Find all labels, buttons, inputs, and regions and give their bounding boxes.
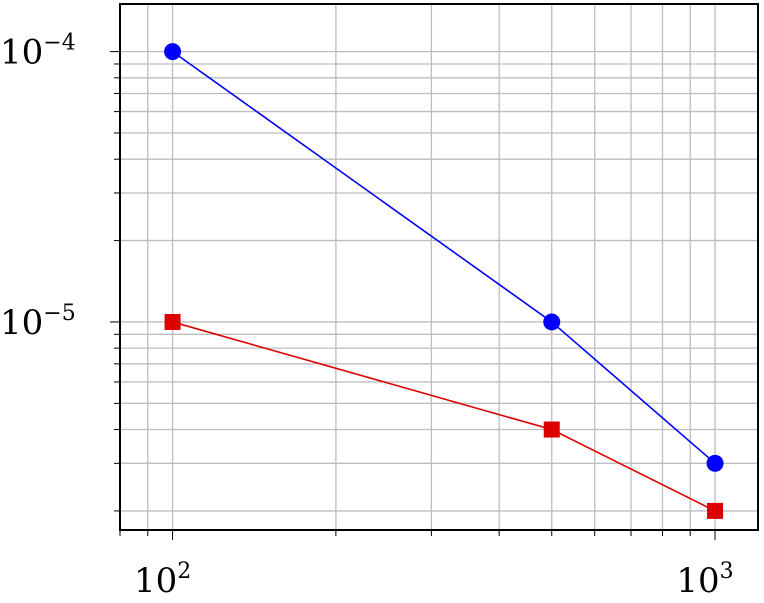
series-1-point [706,454,724,472]
series-2-point [707,502,724,519]
tick-marks [110,51,716,540]
series-layer [164,43,724,519]
plot-frame [119,3,759,531]
tick-labels: 102 103 10−4 10−5 [0,31,734,601]
x-tick-label: 102 [134,559,191,601]
series-2-line [172,321,716,512]
y-tick-label: 10−4 [0,31,76,73]
grid [119,4,758,530]
y-tick-label: 10−5 [0,301,76,343]
series-2-point [164,313,181,330]
series-1-point [164,43,182,61]
series-1-line [172,50,716,464]
x-tick-label: 103 [676,559,733,601]
series-2-point [543,421,560,438]
series-1-point [543,313,561,331]
